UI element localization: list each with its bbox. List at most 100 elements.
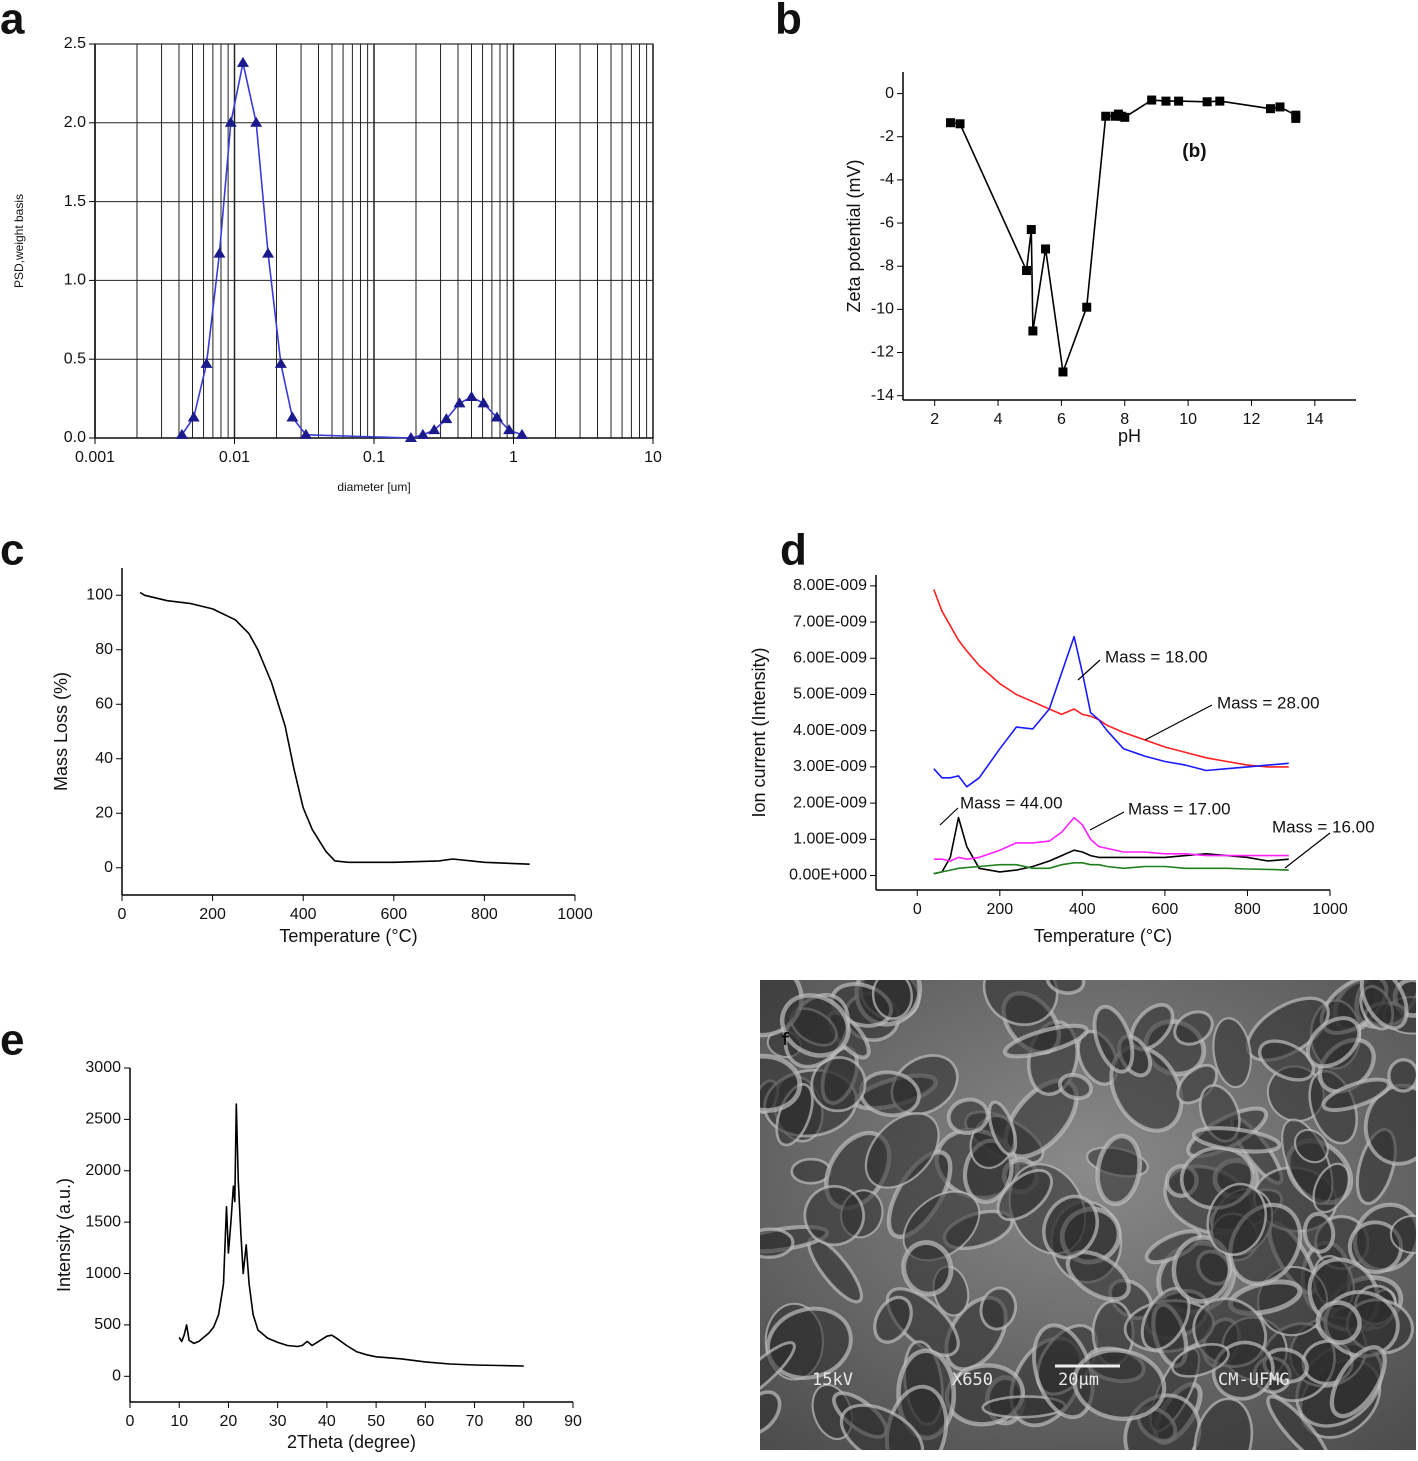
marker: [1028, 326, 1038, 336]
x-tick-label: 12: [1243, 411, 1261, 428]
x-tick-label: 80: [515, 1413, 533, 1430]
y-tick-label: 0: [104, 859, 113, 876]
sem-cell: [1266, 1394, 1331, 1450]
marker: [1101, 111, 1111, 121]
x-tick-label: 0.001: [75, 449, 115, 466]
y-tick-label: 3.00E-009: [793, 758, 867, 775]
x-axis-label: 2Theta (degree): [287, 1432, 416, 1452]
x-tick-label: 70: [466, 1413, 484, 1430]
sem-cell: [1092, 1004, 1135, 1074]
x-axis-label: diameter [um]: [337, 480, 410, 494]
y-tick-label: 1.5: [64, 193, 86, 210]
marker: [503, 424, 516, 435]
sem-cell: [864, 1112, 940, 1189]
x-tick-label: 0.1: [363, 449, 385, 466]
x-tick-label: 8: [1120, 411, 1129, 428]
series-label: Mass = 44.00: [960, 793, 1063, 812]
micrograph: f 15kV X650 20μm CM-UFMG: [760, 980, 1416, 1450]
x-tick-label: 30: [269, 1413, 287, 1430]
marker: [262, 247, 275, 258]
series-label: Mass = 18.00: [1105, 647, 1208, 666]
marker: [1058, 367, 1068, 377]
marker: [440, 413, 453, 424]
x-tick-label: 40: [318, 1413, 336, 1430]
y-tick-label: 3000: [85, 1059, 121, 1076]
marker: [416, 428, 429, 439]
y-tick-label: 80: [95, 641, 113, 658]
y-tick-label: 0.00E+000: [789, 867, 867, 884]
sem-cell: [1305, 1016, 1362, 1069]
marker: [1161, 96, 1171, 106]
data-line: [139, 591, 530, 865]
marker: [187, 411, 200, 422]
x-tick-label: 10: [170, 1413, 188, 1430]
marker: [404, 432, 417, 442]
chart: a 0.0 0.5 1.0 1.5 2.0 2.5 0.001 0.01 0.1 1 10 diamet…: [0, 0, 662, 494]
x-tick-label: 1: [509, 449, 518, 466]
marker: [1026, 225, 1036, 235]
x-tick-label: 200: [986, 901, 1013, 918]
y-tick-label: 100: [86, 586, 113, 603]
sem-cell: [1258, 1039, 1316, 1082]
marker: [1041, 244, 1051, 254]
x-tick-label: 90: [564, 1413, 582, 1430]
marker: [1275, 102, 1285, 112]
y-axis-label: PSD,weight basis: [12, 194, 26, 288]
y-tick-label: 2000: [85, 1162, 121, 1179]
label-arrow: [1144, 704, 1213, 741]
data-line: [933, 816, 1289, 862]
sem-annotation: 15kV: [812, 1370, 853, 1390]
marker: [946, 118, 956, 128]
marker: [465, 391, 478, 402]
marker: [1291, 113, 1301, 123]
y-tick-label: -12: [871, 344, 894, 361]
x-tick-label: 800: [471, 906, 498, 923]
y-axis-label: Intensity (a.u.): [54, 1178, 74, 1292]
sem-cell: [839, 1403, 925, 1450]
data-line: [933, 635, 1289, 788]
marker: [1022, 266, 1032, 276]
y-tick-label: -2: [880, 128, 894, 145]
x-tick-label: 600: [380, 906, 407, 923]
x-tick-label: 20: [220, 1413, 238, 1430]
y-tick-label: 500: [94, 1316, 121, 1333]
sem-cell: [1212, 1017, 1252, 1089]
chart: d 0.00E+000 1.00E-009 2.00E-009 3.00E-009 4.0…: [749, 526, 1375, 946]
marker: [1147, 95, 1157, 105]
x-tick-label: 10: [644, 449, 662, 466]
sem-texture: [760, 980, 1416, 1450]
sem-cell: [1315, 1300, 1362, 1345]
label-arrow: [1284, 832, 1331, 869]
data-line: [950, 99, 1297, 373]
panel-label: f: [780, 1030, 790, 1050]
y-tick-label: 1000: [85, 1265, 121, 1282]
annotation: (b): [1182, 141, 1206, 162]
sem-cell: [1389, 1214, 1416, 1254]
x-axis-label: pH: [1118, 426, 1141, 446]
sem-cell: [760, 1053, 803, 1113]
sem-cell: [803, 1184, 865, 1247]
marker: [453, 397, 466, 408]
sem-annotation: CM-UFMG: [1218, 1370, 1290, 1390]
x-tick-label: 0: [913, 901, 922, 918]
y-tick-label: -14: [871, 387, 894, 404]
marker: [428, 424, 441, 435]
x-axis-label: Temperature (°C): [1034, 926, 1172, 946]
sem-cell: [1042, 1194, 1099, 1260]
sem-cell: [1293, 1128, 1329, 1164]
label-arrow: [1089, 811, 1125, 831]
y-tick-label: 2.0: [64, 114, 86, 131]
sem-cell: [1387, 1058, 1416, 1093]
sem-cell: [979, 1286, 1017, 1331]
x-tick-label: 60: [416, 1413, 434, 1430]
y-tick-label: 1.0: [64, 272, 86, 289]
x-tick-label: 50: [367, 1413, 385, 1430]
y-tick-label: 5.00E-009: [793, 686, 867, 703]
y-tick-label: 0: [885, 85, 894, 102]
sem-cell: [1171, 1343, 1230, 1378]
marker: [1120, 112, 1130, 122]
y-tick-label: -10: [871, 301, 894, 318]
y-tick-label: 7.00E-009: [793, 613, 867, 630]
x-tick-label: 2: [930, 411, 939, 428]
marker: [299, 428, 312, 439]
